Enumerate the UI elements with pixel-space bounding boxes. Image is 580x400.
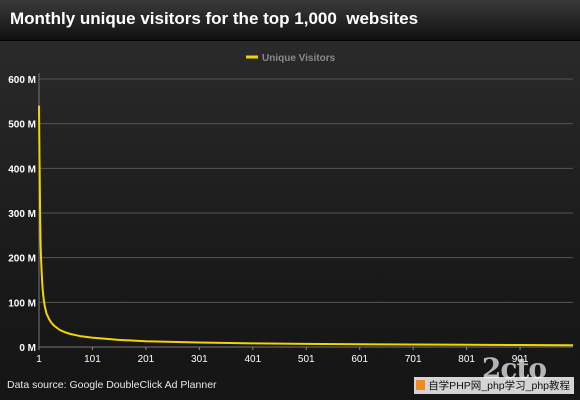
y-tick-label: 200 M (8, 254, 36, 265)
x-tick-label: 201 (138, 354, 155, 365)
line-chart: 0 M 100 M 200 M 300 M 400 M 500 M 600 M 1 101 201… (8, 53, 574, 365)
y-tick-label: 500 M (8, 120, 36, 131)
x-tick-label: 701 (405, 354, 422, 365)
chart-header: Monthly unique visitors for the top 1,00… (0, 0, 580, 41)
watermark: 2cto 自学PHP网_php学习_php教程 (406, 352, 574, 396)
y-tick-label: 400 M (8, 164, 36, 175)
watermark-caption: 自学PHP网_php学习_php教程 (414, 377, 574, 394)
chart-title: Monthly unique visitors for the top 1,00… (10, 9, 419, 28)
y-tick-label: 600 M (8, 75, 36, 86)
data-source-note: Data source: Google DoubleClick Ad Plann… (7, 379, 217, 391)
x-tick-label: 501 (298, 354, 315, 365)
x-tick-label: 301 (191, 354, 208, 365)
x-tick-label: 401 (244, 354, 261, 365)
x-tick-label: 801 (458, 354, 475, 365)
legend-label: Unique Visitors (262, 53, 336, 64)
y-tick-label: 100 M (8, 298, 36, 309)
x-tick-label: 101 (84, 354, 101, 365)
x-tick-label: 1 (36, 354, 42, 365)
x-tick-label: 601 (351, 354, 368, 365)
y-tick-label: 0 M (19, 343, 36, 354)
chart-area: 0 M 100 M 200 M 300 M 400 M 500 M 600 M 1 101 201… (0, 41, 580, 400)
y-tick-label: 300 M (8, 209, 36, 220)
series-line-unique-visitors (38, 105, 574, 347)
x-tick-label: 901 (512, 354, 529, 365)
